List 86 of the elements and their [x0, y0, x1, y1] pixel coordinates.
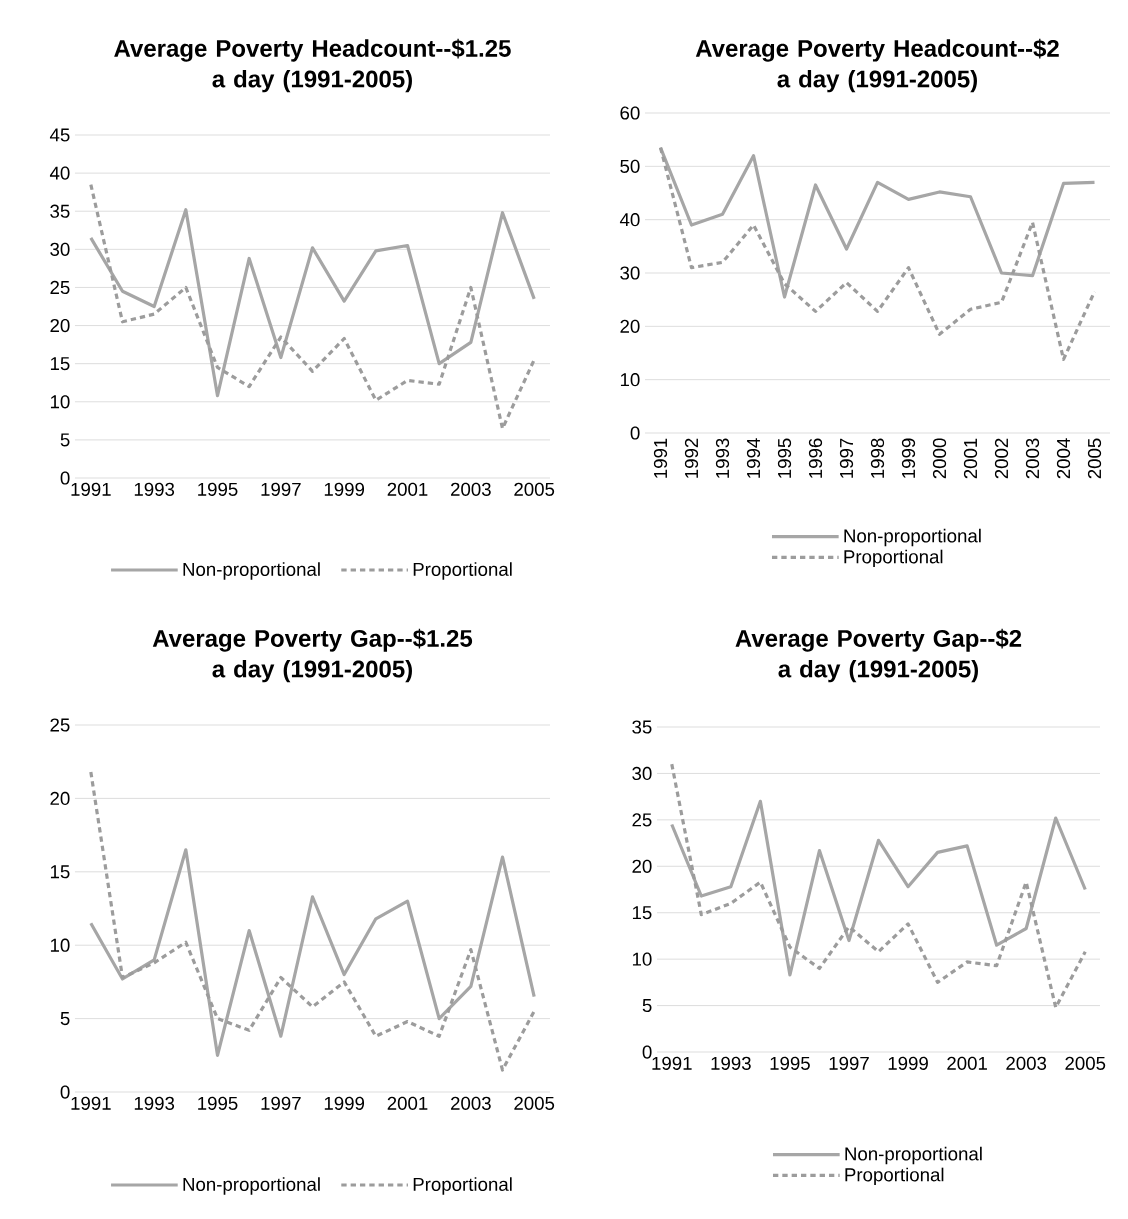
y-tick-label: 0	[642, 1045, 652, 1059]
x-tick-label: 1997	[839, 438, 854, 478]
y-tick-label: 5	[60, 1012, 70, 1026]
y-tick-label: 15	[50, 865, 70, 879]
legend-label: Non-proportional	[183, 562, 320, 580]
line-series	[658, 146, 1097, 361]
chart-title: Average Poverty Headcount--$1.25 a day (1991-2005)	[114, 38, 511, 93]
chart-title: Average Poverty Gap--$1.25 a day (1991-2005)	[152, 628, 473, 683]
legend-label: Non-proportional	[183, 1177, 320, 1195]
y-tick-label: 10	[50, 938, 70, 952]
x-tick-label: 1997	[261, 482, 301, 496]
x-tick-label: 1999	[324, 482, 365, 496]
legend-label: Proportional	[413, 1177, 512, 1195]
y-tick-label: 30	[620, 266, 640, 280]
x-tick-label: 1991	[71, 482, 111, 496]
chart-title: Average Poverty Gap--$2 a day (1991-2005)	[735, 628, 1022, 683]
x-tick-label: 2005	[514, 482, 555, 496]
y-tick-label: 40	[619, 213, 640, 227]
y-tick-label: 15	[632, 906, 652, 920]
line-series	[89, 182, 536, 431]
y-tick-label: 35	[50, 204, 70, 218]
line-series	[89, 770, 536, 1072]
legend-label: Proportional	[413, 562, 512, 580]
x-tick-label: 1995	[777, 438, 792, 478]
y-tick-label: 45	[49, 128, 70, 142]
x-tick-label: 1995	[198, 482, 238, 496]
x-tick-label: 1999	[901, 438, 916, 478]
x-tick-label: 2003	[1025, 438, 1040, 479]
y-tick-label: 10	[632, 952, 652, 966]
y-tick-label: 0	[630, 426, 640, 440]
x-tick-label: 1993	[711, 1056, 751, 1070]
x-tick-label: 1993	[134, 482, 175, 496]
x-tick-label: 1997	[829, 1056, 869, 1070]
legend-label: Non-proportional	[844, 528, 981, 547]
y-tick-label: 30	[632, 766, 652, 781]
x-tick-label: 2001	[387, 482, 428, 496]
x-tick-label: 2003	[451, 1096, 491, 1110]
y-tick-label: 5	[60, 433, 70, 447]
x-tick-label: 2001	[947, 1056, 987, 1070]
legend-label: Proportional	[844, 549, 943, 568]
y-tick-label: 25	[50, 280, 70, 295]
y-tick-label: 30	[50, 242, 70, 256]
x-tick-label: 2005	[514, 1096, 555, 1110]
x-tick-label: 2000	[932, 438, 947, 479]
x-tick-label: 2005	[1087, 438, 1102, 479]
x-tick-label: 1993	[715, 438, 730, 478]
x-tick-label: 1992	[684, 438, 699, 478]
y-tick-label: 20	[50, 318, 70, 333]
y-tick-label: 25	[632, 813, 652, 827]
y-tick-label: 20	[50, 791, 70, 806]
x-tick-label: 2001	[963, 438, 978, 479]
y-tick-label: 35	[632, 720, 652, 734]
y-tick-label: 15	[50, 357, 70, 371]
x-tick-label: 1998	[870, 438, 885, 478]
y-tick-label: 0	[60, 1085, 70, 1099]
y-tick-label: 60	[620, 106, 640, 120]
y-tick-label: 5	[642, 999, 652, 1013]
y-tick-label: 20	[632, 859, 652, 873]
x-tick-label: 2001	[387, 1096, 428, 1110]
x-tick-label: 1995	[770, 1056, 810, 1070]
x-tick-label: 2005	[1065, 1056, 1106, 1070]
x-tick-label: 2004	[1056, 438, 1071, 479]
y-tick-label: 20	[620, 319, 640, 333]
y-tick-label: 40	[49, 166, 70, 180]
x-tick-label: 1991	[71, 1096, 111, 1110]
line-series	[670, 762, 1087, 1010]
x-tick-label: 2002	[994, 438, 1009, 479]
x-tick-label: 1994	[746, 438, 761, 478]
legend-label: Non-proportional	[845, 1146, 982, 1165]
x-tick-label: 1993	[134, 1096, 175, 1110]
x-tick-label: 1995	[198, 1096, 238, 1110]
x-tick-label: 1999	[324, 1096, 365, 1110]
y-tick-label: 10	[620, 373, 640, 387]
legend-label: Proportional	[845, 1167, 944, 1186]
x-tick-label: 1991	[652, 1056, 692, 1070]
y-tick-label: 10	[50, 395, 70, 409]
x-tick-label: 2003	[1006, 1056, 1047, 1070]
x-tick-label: 1991	[653, 438, 668, 478]
chart-title: Average Poverty Headcount--$2 a day (1991-2005)	[695, 38, 1059, 93]
x-tick-label: 1996	[808, 438, 823, 478]
y-tick-label: 50	[620, 159, 640, 173]
y-tick-label: 0	[60, 471, 70, 485]
y-tick-label: 25	[50, 718, 70, 732]
x-tick-label: 2003	[451, 482, 491, 496]
x-tick-label: 1999	[888, 1056, 928, 1070]
x-tick-label: 1997	[261, 1096, 301, 1110]
